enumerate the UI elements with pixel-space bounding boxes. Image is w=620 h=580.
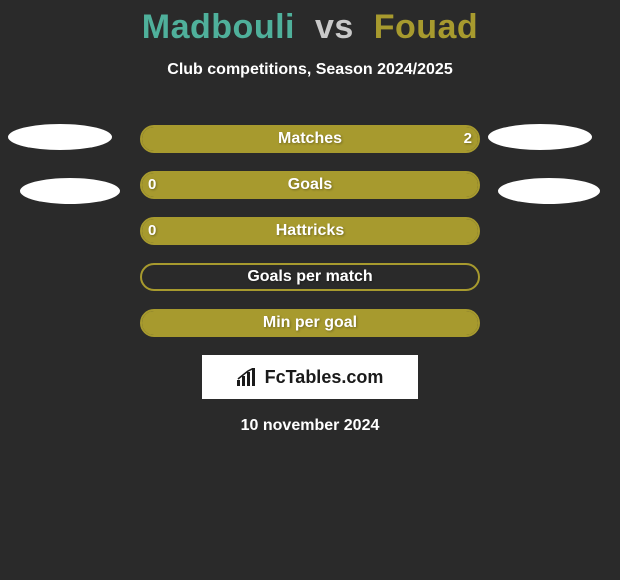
- bar-fill-right: [142, 219, 478, 243]
- logo-text: FcTables.com: [237, 367, 384, 388]
- vs-separator: vs: [315, 8, 354, 46]
- logo-label: FcTables.com: [265, 367, 384, 388]
- stat-row: Min per goal: [0, 309, 620, 337]
- decorative-ellipse: [8, 124, 112, 150]
- comparison-chart: Matches2Goals0Hattricks0Goals per matchM…: [0, 125, 620, 337]
- decorative-ellipse: [20, 178, 120, 204]
- decorative-ellipse: [488, 124, 592, 150]
- bar-fill-right: [142, 311, 478, 335]
- stat-row: Hattricks0: [0, 217, 620, 245]
- stat-row: Goals per match: [0, 263, 620, 291]
- player1-name: Madbouli: [142, 8, 295, 46]
- date: 10 november 2024: [0, 417, 620, 435]
- decorative-ellipse: [498, 178, 600, 204]
- bar-track: [140, 125, 480, 153]
- player2-name: Fouad: [374, 8, 478, 46]
- bar-track: [140, 217, 480, 245]
- comparison-title: Madbouli vs Fouad: [0, 0, 620, 47]
- subtitle: Club competitions, Season 2024/2025: [0, 61, 620, 79]
- bar-track: [140, 263, 480, 291]
- bar-track: [140, 171, 480, 199]
- chart-icon: [237, 368, 259, 386]
- source-logo: FcTables.com: [202, 355, 418, 399]
- bar-track: [140, 309, 480, 337]
- bar-fill-right: [142, 127, 478, 151]
- bar-fill-right: [142, 173, 478, 197]
